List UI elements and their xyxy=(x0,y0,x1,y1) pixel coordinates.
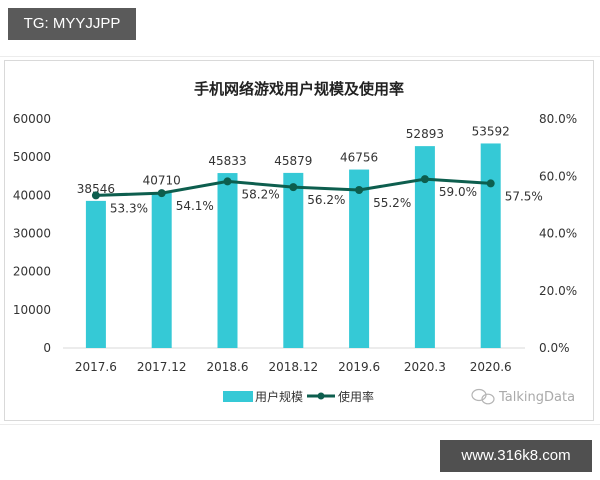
y-left-tick: 0 xyxy=(43,341,51,355)
y-right-tick: 80.0% xyxy=(539,112,577,126)
y-left-tick: 40000 xyxy=(13,188,51,202)
bar xyxy=(414,146,435,348)
legend: 用户规模 使用率 xyxy=(223,389,374,404)
y-left-tick: 20000 xyxy=(13,265,51,279)
bar-value-label: 40710 xyxy=(143,174,181,188)
legend-bar-swatch xyxy=(223,391,253,402)
bar-value-label: 45833 xyxy=(208,154,246,168)
x-tick-label: 2020.3 xyxy=(404,360,446,374)
source-logo: TalkingData xyxy=(471,388,575,405)
chart-title: 手机网络游戏用户规模及使用率 xyxy=(194,80,404,98)
divider-bottom xyxy=(0,424,600,425)
combo-chart: 手机网络游戏用户规模及使用率 0 10000 20000 30000 40000 5000… xyxy=(13,80,577,405)
bar-series xyxy=(85,143,501,348)
legend-line-marker xyxy=(317,392,325,400)
x-axis-labels: 2017.6 2017.12 2018.6 2018.12 2019.6 2020.3 20… xyxy=(75,360,512,374)
y-left-tick: 60000 xyxy=(13,112,51,126)
wechat-icon xyxy=(471,388,495,405)
legend-line-label: 使用率 xyxy=(338,389,374,404)
bar xyxy=(217,173,238,348)
source-label: TalkingData xyxy=(498,390,575,405)
line-series xyxy=(91,175,495,200)
bar xyxy=(349,169,370,348)
bar-value-label: 45879 xyxy=(274,154,312,168)
y-right-tick: 20.0% xyxy=(539,284,577,298)
y-left-tick: 30000 xyxy=(13,227,51,241)
line-value-label: 54.1% xyxy=(176,199,214,213)
y-right-tick: 40.0% xyxy=(539,227,577,241)
line-marker xyxy=(91,191,100,200)
y-left-tick: 10000 xyxy=(13,303,51,317)
y-right-tick: 0.0% xyxy=(539,341,570,355)
line-marker xyxy=(289,183,298,192)
line-marker xyxy=(486,179,495,188)
x-tick-label: 2018.12 xyxy=(268,360,318,374)
divider-top xyxy=(0,56,600,57)
line-value-label: 56.2% xyxy=(307,193,345,207)
line-value-label: 58.2% xyxy=(242,187,280,201)
watermark-top: TG: MYYJJPP xyxy=(8,8,136,40)
x-tick-label: 2017.6 xyxy=(75,360,117,374)
y-axis-left: 0 10000 20000 30000 40000 50000 60000 xyxy=(13,112,51,355)
line-marker xyxy=(223,177,232,186)
y-left-tick: 50000 xyxy=(13,150,51,164)
bar xyxy=(85,200,106,348)
bar xyxy=(151,192,172,348)
bar xyxy=(480,143,501,348)
x-tick-label: 2017.12 xyxy=(137,360,187,374)
bar xyxy=(283,172,304,348)
watermark-bottom: www.316k8.com xyxy=(440,440,592,472)
legend-bar-label: 用户规模 xyxy=(255,389,303,404)
line-marker xyxy=(157,189,166,198)
bar-value-label: 53592 xyxy=(472,124,510,138)
y-axis-right: 0.0% 20.0% 40.0% 60.0% 80.0% xyxy=(539,112,577,355)
line-value-label: 55.2% xyxy=(373,196,411,210)
line-value-labels: 53.3% 54.1% 58.2% 56.2% 55.2% 59.0% 57.5% xyxy=(110,185,543,215)
bar-value-label: 52893 xyxy=(406,127,444,141)
x-tick-label: 2020.6 xyxy=(470,360,512,374)
line-value-label: 53.3% xyxy=(110,201,148,215)
x-tick-label: 2019.6 xyxy=(338,360,380,374)
bar-value-label: 46756 xyxy=(340,151,378,165)
line-marker xyxy=(420,175,429,184)
chart-frame: 手机网络游戏用户规模及使用率 0 10000 20000 30000 40000 5000… xyxy=(4,60,594,421)
line-value-label: 57.5% xyxy=(505,189,543,203)
line-value-label: 59.0% xyxy=(439,185,477,199)
bar-value-labels: 38546 40710 45833 45879 46756 52893 53592 xyxy=(77,124,510,195)
y-right-tick: 60.0% xyxy=(539,169,577,183)
line-marker xyxy=(355,185,364,194)
bar-value-label: 38546 xyxy=(77,182,115,196)
x-tick-label: 2018.6 xyxy=(207,360,249,374)
